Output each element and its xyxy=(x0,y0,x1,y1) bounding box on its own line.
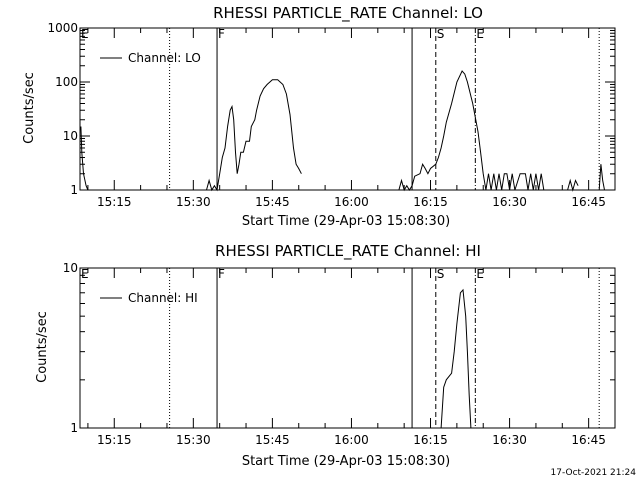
plot-area: 1 10 15:15 15:30 15:45 16:00 16:15 16:30 16:45 E F… xyxy=(63,261,616,447)
x-axis-label: Start Time (29-Apr-03 15:08:30) xyxy=(242,454,450,469)
y-tick-label: 1 xyxy=(70,421,78,435)
x-tick-label: 16:30 xyxy=(492,433,527,447)
x-tick-label: 15:45 xyxy=(255,433,290,447)
x-axis-label: Start Time (29-Apr-03 15:08:30) xyxy=(242,214,450,229)
panel-hi: RHESSI PARTICLE_RATE Channel: HI Counts/… xyxy=(35,242,616,469)
legend-label: Channel: LO xyxy=(128,51,201,65)
event-marker-label: S xyxy=(437,27,445,41)
series-line xyxy=(567,178,579,192)
y-axis-label: Counts/sec xyxy=(22,72,37,144)
event-marker-label: E xyxy=(81,27,89,41)
series-line xyxy=(80,126,89,191)
panel-lo: RHESSI PARTICLE_RATE Channel: LO Counts/… xyxy=(22,4,616,229)
x-tick-label: 15:15 xyxy=(97,433,132,447)
x-tick-label: 15:30 xyxy=(176,195,211,209)
x-tick-label: 16:15 xyxy=(413,433,448,447)
event-marker-label: S xyxy=(437,267,445,281)
x-tick-label: 15:45 xyxy=(255,195,290,209)
y-tick-label: 100 xyxy=(55,75,78,89)
series-line xyxy=(440,288,472,429)
x-tick-label: 15:30 xyxy=(176,433,211,447)
y-tick-label: 10 xyxy=(63,129,78,143)
series-line xyxy=(398,70,545,192)
event-marker-label: E xyxy=(476,27,484,41)
y-tick-label: 1 xyxy=(70,183,78,197)
chart-title: RHESSI PARTICLE_RATE Channel: HI xyxy=(215,242,481,261)
x-tick-label: 16:15 xyxy=(413,195,448,209)
x-tick-label: 16:00 xyxy=(334,195,369,209)
x-tick-label: 16:30 xyxy=(492,195,527,209)
x-tick-label: 16:45 xyxy=(571,195,606,209)
y-tick-label: 10 xyxy=(63,261,78,275)
series-line xyxy=(598,164,605,191)
plot-area: 1 10 100 1000 15:15 15:30 15:45 16:00 16:15 16:30… xyxy=(47,21,616,209)
legend-label: Channel: HI xyxy=(128,291,198,305)
event-marker-label: E xyxy=(81,267,89,281)
timestamp-label: 17-Oct-2021 21:24 xyxy=(551,468,637,478)
x-tick-label: 15:15 xyxy=(97,195,132,209)
x-tick-label: 16:00 xyxy=(334,433,369,447)
y-tick-label: 1000 xyxy=(47,21,78,35)
x-tick-label: 16:45 xyxy=(571,433,606,447)
event-marker-label: F xyxy=(218,267,225,281)
event-marker-label: E xyxy=(476,267,484,281)
chart-title: RHESSI PARTICLE_RATE Channel: LO xyxy=(213,4,483,23)
event-marker-label: F xyxy=(218,27,225,41)
y-axis-label: Counts/sec xyxy=(35,311,50,383)
series-line xyxy=(206,79,302,192)
